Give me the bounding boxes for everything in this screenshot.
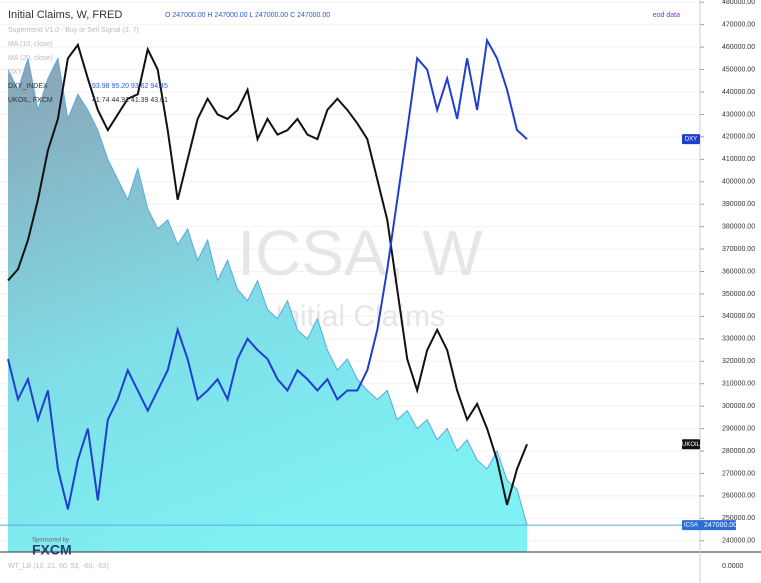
overlay-name[interactable]: UKOIL, FXCM <box>8 97 53 104</box>
y-tick-label: 470000.00 <box>722 22 755 29</box>
y-tick-label: 250000.00 <box>722 515 755 522</box>
plot <box>0 37 700 553</box>
overlay-ohlc: 41.74 44.91 41.39 43.01 <box>92 97 168 104</box>
y-tick-label: 420000.00 <box>722 134 755 141</box>
y-tick-label: 440000.00 <box>722 89 755 96</box>
last-value-label: 247000.00 <box>704 522 737 529</box>
price-tag-label: UKOIL <box>682 442 701 448</box>
series-line <box>7 42 528 506</box>
sponsor: Sponsored by <box>32 538 69 544</box>
y-tick-label: 270000.00 <box>722 470 755 477</box>
y-tick-label: 390000.00 <box>722 201 755 208</box>
indicator[interactable]: MA (10, close) <box>8 41 53 48</box>
y-tick-label: 240000.00 <box>722 538 755 545</box>
y-tick-label: 360000.00 <box>722 268 755 275</box>
ohlc: O 247000.00 H 247000.00 L 247000.00 C 24… <box>165 12 330 19</box>
y-tick-label: 400000.00 <box>722 179 755 186</box>
lower-pane-title[interactable]: WT_LB (10, 21, 60, 53, -60, -53) <box>8 563 109 570</box>
lower-pane-value: 0.0000 <box>722 563 744 570</box>
y-tick-label: 450000.00 <box>722 66 755 73</box>
indicator[interactable]: MA (20, close) <box>8 55 53 62</box>
y-tick-label: 460000.00 <box>722 44 755 51</box>
watermark-subtitle: Initial Claims <box>275 300 445 333</box>
y-tick-label: 370000.00 <box>722 246 755 253</box>
y-tick-label: 430000.00 <box>722 111 755 118</box>
price-tag <box>682 520 736 531</box>
overlay-name[interactable]: DXY_INDEX <box>8 83 48 90</box>
y-tick-label: 410000.00 <box>722 156 755 163</box>
y-tick-label: 310000.00 <box>722 381 755 388</box>
y-tick-label: 260000.00 <box>722 493 755 500</box>
y-tick-label: 350000.00 <box>722 291 755 298</box>
y-tick-label: 300000.00 <box>722 403 755 410</box>
y-tick-label: 380000.00 <box>722 223 755 230</box>
y-tick-label: 340000.00 <box>722 313 755 320</box>
series-line <box>7 56 528 526</box>
y-tick-label: 290000.00 <box>722 425 755 432</box>
price-tag <box>682 439 700 450</box>
price-tag <box>682 134 700 145</box>
y-tick-label: 480000.00 <box>722 0 755 6</box>
indicator[interactable]: DXY <box>8 69 23 76</box>
watermark: ICSA, W <box>237 217 483 289</box>
area <box>8 58 527 553</box>
indicator[interactable]: Supertrend V1.0 - Buy or Sell Signal (3,… <box>8 27 139 34</box>
source: eod data <box>653 12 680 19</box>
price-tag-label: ICSA <box>684 523 698 529</box>
series-line <box>7 37 528 510</box>
y-tick-label: 330000.00 <box>722 336 755 343</box>
y-tick-label: 320000.00 <box>722 358 755 365</box>
y-tick-label: 280000.00 <box>722 448 755 455</box>
overlay-ohlc: 93.98 95.20 93.62 94.45 <box>92 83 168 90</box>
sponsor-name[interactable]: FXCM <box>32 542 72 558</box>
title[interactable]: Initial Claims, W, FRED <box>8 9 122 21</box>
price-tag-label: DXY <box>685 137 697 143</box>
